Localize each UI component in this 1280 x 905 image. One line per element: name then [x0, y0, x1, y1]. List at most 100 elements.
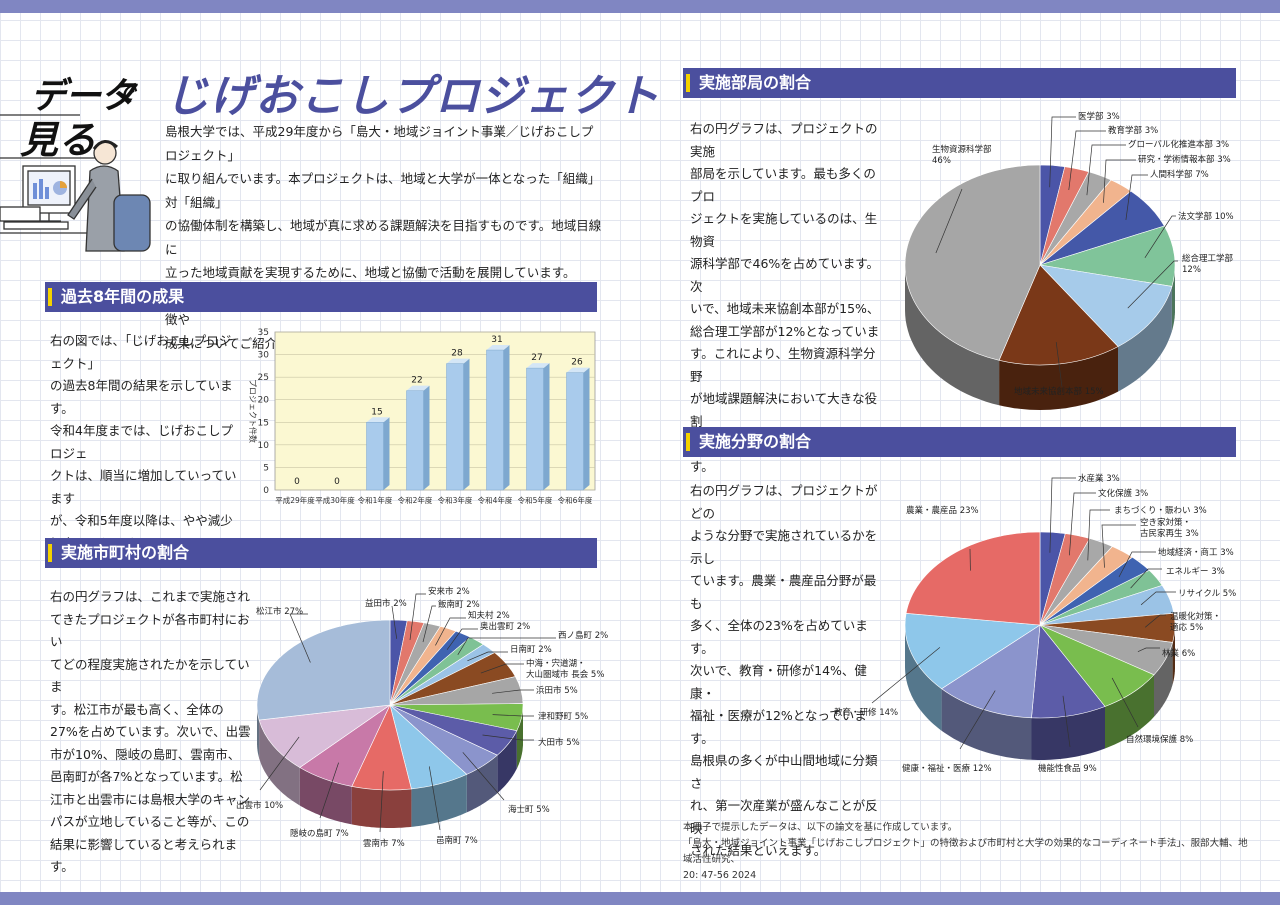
projects-bar-chart: 0 5 10 15 20 25 30 35 プロジェクト件数 0 平成29年度 0 平成30年度 15 令和… — [248, 328, 596, 505]
municipality-line: 市が10%、隠岐の島町、雲南市、 — [50, 746, 241, 762]
pie-slice-label: 日南町 2% — [510, 644, 552, 655]
bar — [566, 372, 584, 491]
pie-wall — [999, 346, 1118, 410]
brand-block: データ で 見る — [0, 55, 165, 255]
pie-slice — [1039, 264, 1173, 347]
page-title: じげおこしプロジェクト — [165, 71, 660, 122]
pie-slice-label: 12% — [1182, 265, 1201, 275]
pie-leader-line — [871, 647, 941, 704]
citation: 本冊子で提示したデータは、以下の論文を基に作成しています。 「島大・地域ジョイン… — [683, 820, 1253, 884]
department-line: が地域課題解決において大きな役割 — [690, 391, 878, 429]
department-pie-chart: 医学部 3% 教育学部 3% グローバル化推進本部 3% 研究・学術情報本部 3% 人間… — [904, 111, 1234, 410]
pie-leader-line — [959, 690, 996, 750]
pie-slice-label: 安来市 2% — [428, 586, 470, 597]
pie-leader-line — [428, 766, 441, 831]
municipality-line: てきたプロジェクトが各市町村におい — [50, 611, 250, 650]
pie-leader-line — [1055, 342, 1063, 388]
pie-leader-line — [1118, 551, 1156, 578]
pie-leader-line — [1140, 591, 1176, 606]
x-tick-label: 令和5年度 — [518, 495, 553, 505]
pie-slice-label: 自然環境保護 8% — [1126, 734, 1193, 745]
bar-value-label: 22 — [411, 376, 422, 386]
pie-slice — [256, 619, 391, 721]
bar-top — [486, 345, 510, 351]
x-tick-label: 令和3年度 — [438, 495, 473, 505]
pie-leader-line — [1101, 524, 1136, 568]
pie-slice-label: 農業・農産品 23% — [906, 505, 979, 516]
pie-slice-label: 松江市 27% — [256, 606, 303, 617]
bar-top — [406, 385, 430, 391]
bar — [526, 367, 544, 491]
municipality-pie-chart: 益田市 2% 安来市 2% 飯南町 2%知夫村 2%奥出雲町 2% 西ノ島町 2% 日南… — [236, 586, 608, 849]
bar-top — [526, 363, 550, 369]
pie-slice — [904, 164, 1041, 361]
results-line: が、令和5年度以降は、やや減少 — [50, 513, 233, 528]
y-tick-label: 30 — [258, 351, 270, 361]
intro-line: 島根大学では、平成29年度から「島大・地域ジョイント事業／じげおこしプロジェクト… — [165, 124, 594, 163]
x-tick-label: 令和6年度 — [558, 495, 593, 505]
field-line: 島根県の多くが中山間地域に分類さ — [690, 753, 878, 791]
pie-slice-label: 大山圏域市 長会 5% — [526, 669, 604, 680]
pie-slice-label: 空き家対策・ — [1140, 517, 1191, 528]
bar-value-label: 15 — [371, 407, 382, 417]
bar — [486, 349, 504, 491]
pie-leader-line — [492, 714, 534, 717]
pie-slice-label: まちづくり・賑わい 3% — [1114, 506, 1207, 516]
pie-slice-label: 邑南町 7% — [436, 835, 478, 846]
pie-wall — [1172, 625, 1175, 685]
field-line: 次いで、教育・研修が14%、健康・ — [690, 663, 867, 701]
pie-leader-line — [1049, 116, 1076, 188]
pie-leader-line — [482, 734, 534, 741]
municipality-line: 右の円グラフは、これまで実施され — [50, 589, 251, 604]
bar-side — [423, 385, 430, 490]
bar — [446, 363, 464, 491]
bar-top — [566, 367, 590, 373]
pie-leader-line — [379, 771, 384, 833]
municipality-line: 結果に影響していると考えられます。 — [50, 836, 238, 875]
pie-leader-line — [457, 637, 556, 655]
y-axis-label: プロジェクト件数 — [248, 379, 258, 443]
pie-leader-line — [480, 663, 524, 674]
bar-value-label: 28 — [451, 349, 463, 359]
y-tick-label: 25 — [258, 373, 269, 383]
field-line: 多く、全体の23%を占めています。 — [690, 618, 868, 656]
bar-value-label: 27 — [531, 353, 542, 363]
pie-slice-label: 益田市 2% — [365, 598, 407, 609]
department-section-heading: 実施部局の割合 — [683, 68, 1236, 98]
bar-side — [583, 367, 590, 490]
department-line: いで、地域未来協創本部が15%、 — [690, 301, 880, 316]
pie-leader-line — [422, 605, 436, 643]
intro-line: の協働体制を構築し、地域が真に求める課題解決を目指すものです。地域目線に — [165, 218, 602, 257]
pie-slice-label: 温暖化対策・ — [1170, 611, 1221, 622]
pie-wall — [1154, 642, 1173, 717]
results-line: 右の図では、「じげおこしプロジェクト」 — [50, 333, 232, 371]
department-line: 源科学部で46%を占めています。次 — [690, 256, 880, 294]
pie-leader-line — [1087, 509, 1110, 561]
pie-leader-line — [259, 736, 300, 791]
pie-leader-line — [319, 762, 339, 819]
pie-slice-label: 文化保護 3% — [1098, 488, 1148, 499]
pie-slice-label: エネルギー 3% — [1166, 567, 1225, 577]
pie-slice-label: グローバル化推進本部 3% — [1128, 139, 1229, 150]
bar-side — [383, 417, 390, 490]
pie-slice — [998, 264, 1119, 366]
pie-leader-line — [409, 593, 426, 640]
office-worker-illustration — [0, 114, 151, 252]
municipality-line: 27%を占めています。次いで、出雲 — [50, 724, 251, 739]
results-line: 令和4年度までは、じげおこしプロジェ — [50, 423, 233, 461]
pie-slice-label: 浜田市 5% — [536, 685, 578, 696]
pie-wall — [516, 705, 523, 769]
pie-wall — [1118, 286, 1172, 392]
field-body-text: 右の円グラフは、プロジェクトがどの ような分野で実施されているかを示し ています… — [690, 480, 880, 863]
pie-wall — [466, 755, 498, 813]
bar-value-label: 0 — [294, 477, 300, 487]
pie-slice-label: 海士町 5% — [508, 804, 550, 815]
bar-side — [543, 363, 550, 490]
pie-leader-line — [391, 605, 398, 639]
pie-slice-label: 適応 5% — [1170, 622, 1203, 633]
pie-wall — [411, 774, 467, 827]
brand-miru-text: 見る — [20, 118, 97, 162]
pie-slice-label: 西ノ島町 2% — [558, 630, 608, 641]
x-tick-label: 平成30年度 — [315, 495, 355, 505]
pie-leader-line — [1103, 159, 1136, 203]
